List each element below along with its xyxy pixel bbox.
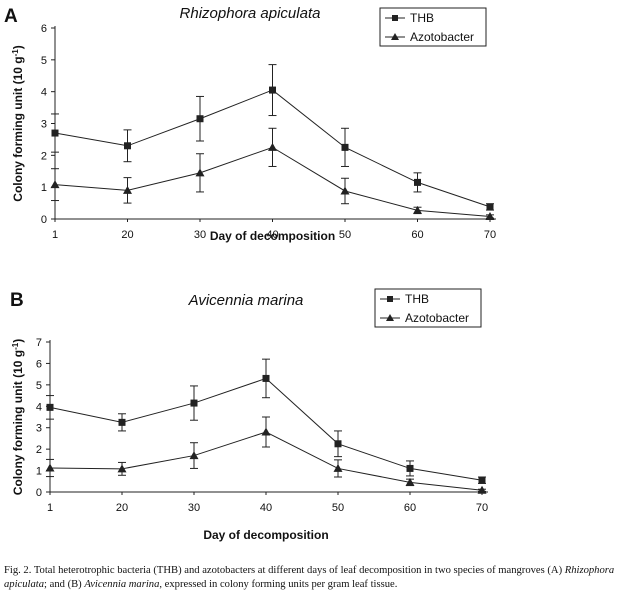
data-point-triangle: [189, 451, 199, 460]
data-point-triangle: [45, 463, 55, 472]
legend: THB Azotobacter: [379, 7, 487, 47]
data-point-square: [334, 440, 342, 448]
chart-title: Rhizophora apiculata: [180, 5, 321, 22]
y-axis-label: Colony forming unit (10 g-1): [11, 339, 26, 495]
data-point-square: [414, 178, 421, 186]
legend-label: THB: [410, 11, 434, 25]
data-point-square: [341, 143, 349, 151]
data-point-triangle: [405, 477, 415, 486]
caption-part3: , expressed in colony forming units per …: [159, 579, 398, 590]
x-tick-label: 30: [194, 229, 206, 241]
data-point-square: [478, 476, 486, 484]
x-tick-label: 40: [260, 502, 272, 514]
caption-species-b: Avicennia marina: [84, 579, 160, 590]
x-tick-label: 70: [484, 229, 496, 241]
legend-label: Azotobacter: [405, 311, 469, 325]
x-tick-label: 60: [411, 229, 423, 241]
x-tick-label: 50: [339, 229, 351, 241]
data-point-triangle: [50, 180, 60, 189]
y-axis-label-main: Colony forming unit (10 g: [11, 350, 25, 495]
data-point-square: [51, 129, 59, 137]
y-tick-label: 4: [41, 87, 47, 99]
y-tick-label: 7: [36, 337, 42, 349]
y-tick-label: 0: [41, 214, 47, 226]
panel-letter: B: [10, 290, 24, 311]
x-tick-label: 60: [404, 502, 416, 514]
caption-part1: Fig. 2. Total heterotrophic bacteria (TH…: [4, 565, 565, 576]
data-point-square: [486, 203, 494, 211]
data-point-triangle: [268, 142, 277, 151]
data-point-square: [118, 418, 126, 426]
panel-letter: A: [4, 6, 18, 27]
x-tick-label: 1: [47, 502, 53, 514]
y-tick-label: 2: [36, 444, 42, 456]
chart-title: Avicennia marina: [188, 292, 304, 309]
legend-marker-triangle: [386, 314, 394, 321]
x-tick-label: 40: [266, 229, 278, 241]
x-tick-label: 20: [121, 229, 133, 241]
y-tick-label: 6: [36, 358, 42, 370]
y-axis-label-end: ): [11, 45, 25, 49]
data-point-triangle: [340, 186, 350, 195]
y-axis-label-superscript: -1: [11, 49, 20, 57]
legend-marker-triangle: [391, 33, 399, 40]
y-tick-label: 5: [41, 55, 47, 67]
data-point-square: [190, 399, 198, 407]
x-tick-label: 30: [188, 502, 200, 514]
y-tick-label: 2: [41, 150, 47, 162]
data-point-triangle: [261, 427, 271, 436]
y-tick-label: 0: [36, 487, 42, 499]
data-point-triangle: [413, 205, 422, 214]
caption-species-a: Rhizophora apiculata: [4, 565, 615, 590]
y-tick-label: 6: [41, 23, 47, 35]
x-tick-label: 1: [52, 229, 58, 241]
series-thb: [51, 64, 494, 211]
y-tick-label: 1: [36, 466, 42, 478]
legend: THB Azotobacter: [374, 288, 482, 328]
y-axis-label-main: Colony forming unit (10 g: [11, 56, 25, 201]
y-tick-label: 3: [36, 423, 42, 435]
x-axis-label: Day of decomposition: [203, 528, 328, 542]
y-axis-label-superscript: -1: [11, 342, 20, 350]
series-azotobacter: [50, 127, 495, 220]
x-axis-label: Day of decomposition: [210, 229, 335, 243]
legend-marker-square: [392, 15, 398, 21]
y-tick-label: 3: [41, 119, 47, 131]
x-tick-label: 70: [476, 502, 488, 514]
y-axis-label: Colony forming unit (10 g-1): [11, 45, 26, 201]
x-tick-label: 50: [332, 502, 344, 514]
legend-label: Azotobacter: [410, 30, 474, 44]
data-point-triangle: [477, 485, 487, 494]
y-tick-label: 5: [36, 380, 42, 392]
y-axis-label-end: ): [11, 339, 25, 343]
data-point-triangle: [333, 463, 343, 472]
legend-marker-square: [387, 296, 393, 302]
data-point-square: [196, 115, 204, 123]
data-point-square: [269, 86, 276, 94]
data-point-triangle: [195, 168, 205, 177]
y-tick-label: 4: [36, 401, 42, 413]
data-point-triangle: [117, 464, 127, 473]
data-point-square: [406, 464, 414, 472]
figure-caption: Fig. 2. Total heterotrophic bacteria (TH…: [4, 564, 616, 592]
series-azotobacter: [45, 416, 487, 494]
y-tick-label: 1: [41, 182, 47, 194]
data-point-square: [262, 374, 270, 382]
data-point-square: [124, 142, 131, 150]
data-point-square: [46, 403, 54, 411]
legend-label: THB: [405, 292, 429, 306]
series-thb: [46, 358, 486, 484]
x-tick-label: 20: [116, 502, 128, 514]
data-point-triangle: [123, 185, 132, 194]
caption-part2: ; and (B): [44, 579, 85, 590]
data-point-triangle: [485, 211, 495, 220]
